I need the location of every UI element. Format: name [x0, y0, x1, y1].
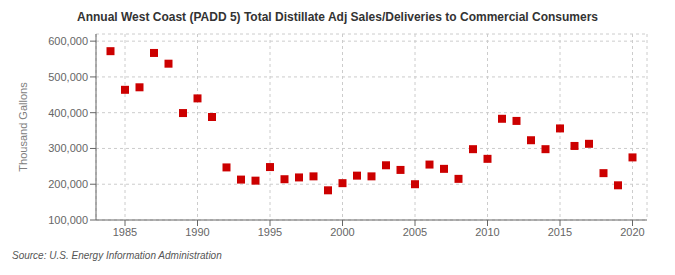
svg-text:1985: 1985: [113, 226, 137, 238]
html-text:Source: U.S. Energy Informatio: Source: U.S. Energy Information Administ…: [12, 250, 222, 261]
svg-text:2020: 2020: [620, 226, 644, 238]
svg-text:100,000: 100,000: [48, 214, 88, 226]
svg-text:300,000: 300,000: [48, 142, 88, 154]
svg-text:Thousand Gallons: Thousand Gallons: [17, 82, 29, 172]
svg-text:400,000: 400,000: [48, 107, 88, 119]
svg-text:600,000: 600,000: [48, 35, 88, 47]
svg-text:1990: 1990: [185, 226, 209, 238]
svg-text:2015: 2015: [548, 226, 572, 238]
svg-text:2010: 2010: [475, 226, 499, 238]
svg-text:1995: 1995: [258, 226, 282, 238]
svg-text:2005: 2005: [403, 226, 427, 238]
svg-text:500,000: 500,000: [48, 71, 88, 83]
html-text:Annual West Coast (PADD 5) Tot: Annual West Coast (PADD 5) Total Distill…: [77, 10, 598, 24]
svg-text:200,000: 200,000: [48, 178, 88, 190]
svg-text:2000: 2000: [330, 226, 354, 238]
